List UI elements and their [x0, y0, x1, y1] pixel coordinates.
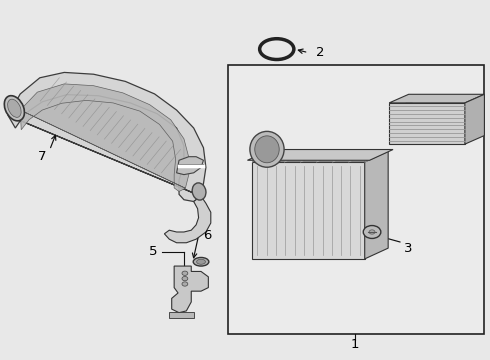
Polygon shape — [252, 151, 388, 162]
Bar — [389, 103, 465, 144]
Text: 7: 7 — [38, 150, 47, 163]
Ellipse shape — [255, 136, 279, 163]
Ellipse shape — [4, 96, 24, 121]
Polygon shape — [20, 84, 189, 192]
Circle shape — [182, 271, 188, 275]
Text: 4: 4 — [405, 95, 413, 108]
Ellipse shape — [192, 183, 206, 200]
Text: 2: 2 — [316, 46, 324, 59]
Text: 1: 1 — [351, 338, 359, 351]
Ellipse shape — [250, 131, 284, 167]
Ellipse shape — [196, 259, 205, 264]
Polygon shape — [164, 196, 211, 243]
Polygon shape — [252, 162, 365, 259]
Text: 5: 5 — [148, 245, 157, 258]
Polygon shape — [389, 94, 485, 103]
Bar — [228, 65, 485, 334]
Circle shape — [182, 276, 188, 281]
Text: 6: 6 — [203, 229, 212, 242]
Polygon shape — [247, 149, 393, 160]
Ellipse shape — [8, 99, 21, 117]
Circle shape — [363, 226, 381, 238]
Polygon shape — [176, 157, 203, 175]
Polygon shape — [365, 151, 388, 259]
Polygon shape — [465, 94, 485, 144]
Polygon shape — [172, 266, 208, 313]
Circle shape — [182, 282, 188, 286]
Bar — [169, 312, 194, 318]
Text: 3: 3 — [404, 242, 413, 255]
Ellipse shape — [193, 257, 209, 266]
Ellipse shape — [369, 230, 375, 234]
Polygon shape — [8, 72, 206, 202]
